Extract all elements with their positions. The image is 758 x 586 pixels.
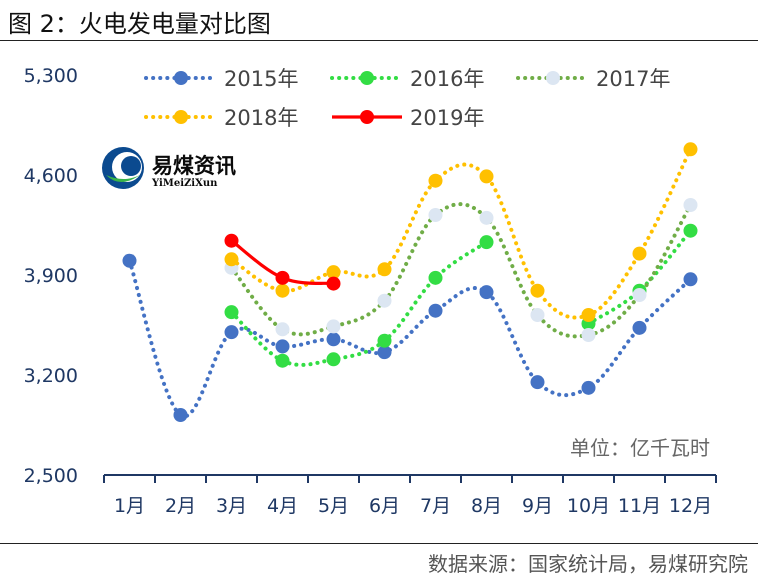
data-point <box>275 322 290 337</box>
y-tick-label: 3,200 <box>24 365 78 387</box>
data-point <box>224 252 239 267</box>
data-point <box>581 308 596 322</box>
logo-icon <box>102 147 144 189</box>
data-point <box>326 332 341 347</box>
legend-label: 2019年 <box>410 106 484 130</box>
legend-label: 2016年 <box>410 67 484 91</box>
line-chart: 2,500 3,200 3,900 4,600 5,300 1月 2月 3月 4月 5月 6月 7月 8… <box>24 65 717 517</box>
x-tick-label: 4月 <box>267 495 298 517</box>
data-point <box>530 375 545 390</box>
y-tick-label: 3,900 <box>24 265 78 287</box>
x-tick-label: 6月 <box>369 495 400 517</box>
data-point <box>479 285 494 300</box>
data-point <box>683 142 698 157</box>
data-point <box>581 328 596 342</box>
data-point <box>377 333 392 348</box>
legend-marker <box>174 71 188 85</box>
x-tick-label: 8月 <box>471 495 502 517</box>
data-point <box>377 293 392 308</box>
data-point <box>479 210 494 225</box>
data-point <box>224 233 239 248</box>
legend-label: 2017年 <box>596 67 670 91</box>
x-tick-label: 10月 <box>567 495 610 517</box>
data-point <box>275 353 290 368</box>
data-point <box>377 345 392 360</box>
data-point <box>275 283 290 298</box>
data-point <box>326 319 341 334</box>
series-line-2017年 <box>229 202 693 339</box>
data-point <box>326 265 341 280</box>
x-tick-label: 9月 <box>522 495 553 517</box>
data-point <box>530 283 545 298</box>
data-point <box>326 276 341 291</box>
data-point <box>377 262 392 277</box>
series-line-2016年 <box>586 228 693 326</box>
data-point <box>479 235 494 250</box>
legend-marker <box>174 110 188 124</box>
legend-marker <box>360 110 374 124</box>
logo-name-en: YiMeiZiXun <box>152 178 218 189</box>
data-point <box>428 303 443 318</box>
source-note: 数据来源：国家统计局，易煤研究院 <box>428 552 748 576</box>
figure-title: 图 2：火电发电量对比图 <box>8 10 271 38</box>
x-tick-label: 11月 <box>618 495 661 517</box>
data-point <box>428 270 443 285</box>
data-point <box>683 272 698 287</box>
x-tick-label: 2月 <box>165 495 196 517</box>
legend-marker <box>360 71 374 85</box>
x-tick-label: 5月 <box>318 495 349 517</box>
unit-label: 单位：亿千瓦时 <box>570 436 710 460</box>
logo-name-cn: 易煤资讯 <box>152 154 236 178</box>
data-point <box>683 223 698 238</box>
data-point <box>275 270 290 285</box>
data-point <box>428 208 443 222</box>
data-point <box>275 339 290 354</box>
data-point <box>683 198 698 212</box>
data-point <box>173 408 188 422</box>
y-tick-label: 5,300 <box>24 65 78 87</box>
data-point <box>530 308 545 322</box>
x-tick-label: 1月 <box>114 495 145 517</box>
data-point <box>632 320 647 335</box>
data-point <box>122 253 137 268</box>
series-line-2015年 <box>127 258 693 419</box>
x-tick-label: 3月 <box>216 495 247 517</box>
x-tick-label: 7月 <box>420 495 451 517</box>
data-point <box>581 380 596 395</box>
data-point <box>224 325 239 340</box>
legend-label: 2015年 <box>224 67 298 91</box>
top-rule <box>0 40 758 41</box>
data-point <box>479 169 494 184</box>
data-point <box>632 288 647 302</box>
y-tick-label: 4,600 <box>24 165 78 187</box>
series-line-2018年 <box>229 147 693 320</box>
x-tick-label: 12月 <box>669 495 712 517</box>
y-tick-label: 2,500 <box>24 465 78 487</box>
legend-label: 2018年 <box>224 106 298 130</box>
data-point <box>326 352 341 367</box>
data-point <box>428 173 443 188</box>
bottom-rule <box>0 543 758 544</box>
data-point <box>632 246 647 261</box>
legend-marker <box>546 71 560 85</box>
data-point <box>224 305 239 320</box>
series-line-2016年 <box>229 240 489 367</box>
